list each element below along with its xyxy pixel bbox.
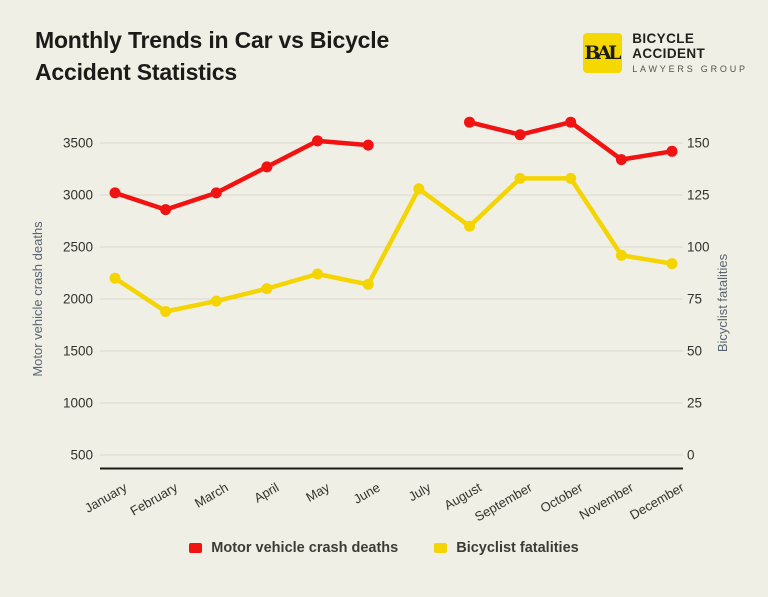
legend-swatch-red bbox=[189, 543, 203, 553]
x-axis-label-april: April bbox=[251, 480, 281, 506]
left-axis-tick-3500: 3500 bbox=[63, 136, 93, 151]
point-motor-vehicle-crash-deaths-september bbox=[514, 129, 526, 141]
right-axis-tick-100: 100 bbox=[687, 240, 710, 255]
logo-name: BICYCLE ACCIDENT bbox=[632, 31, 706, 61]
point-motor-vehicle-crash-deaths-april bbox=[261, 161, 273, 173]
left-axis-title: Motor vehicle crash deaths bbox=[30, 221, 45, 377]
point-bicyclist-fatalities-june bbox=[362, 278, 374, 290]
legend-label-motor-vehicle-crash-deaths: Motor vehicle crash deaths bbox=[211, 540, 399, 556]
point-bicyclist-fatalities-may bbox=[312, 268, 323, 280]
page-title: Monthly Trends in Car vs Bicycle Acciden… bbox=[35, 24, 389, 88]
left-axis-tick-3000: 3000 bbox=[63, 188, 93, 203]
right-axis-tick-150: 150 bbox=[687, 136, 710, 151]
legend-item-motor-vehicle-crash-deaths: Motor vehicle crash deaths bbox=[189, 540, 398, 556]
x-axis-label-june: June bbox=[351, 480, 383, 507]
right-axis-tick-25: 25 bbox=[687, 396, 702, 411]
point-bicyclist-fatalities-february bbox=[160, 306, 172, 317]
left-axis-tick-2500: 2500 bbox=[63, 240, 93, 255]
logo-tagline: LAWYERS GROUP bbox=[632, 64, 748, 74]
point-bicyclist-fatalities-december bbox=[666, 258, 678, 270]
series-line-bicyclist-fatalities bbox=[112, 176, 675, 314]
x-axis-label-december: December bbox=[627, 479, 687, 522]
legend-swatch-yellow bbox=[434, 543, 448, 553]
page-title-line1: Monthly Trends in Car vs Bicycle bbox=[35, 27, 390, 53]
point-bicyclist-fatalities-november bbox=[615, 249, 627, 261]
right-axis-title: Bicyclist fatalities bbox=[715, 253, 730, 352]
right-axis-tick-0: 0 bbox=[687, 448, 695, 463]
point-bicyclist-fatalities-july bbox=[413, 183, 425, 195]
page-title-line2: Accident Statistics bbox=[35, 59, 237, 85]
point-motor-vehicle-crash-deaths-february bbox=[160, 204, 172, 216]
x-axis-label-july: July bbox=[406, 479, 434, 504]
left-axis-tick-1500: 1500 bbox=[63, 344, 93, 359]
point-motor-vehicle-crash-deaths-december bbox=[666, 145, 678, 157]
x-axis-label-february: February bbox=[128, 479, 181, 518]
left-axis-tick-2000: 2000 bbox=[63, 292, 93, 307]
point-motor-vehicle-crash-deaths-november bbox=[615, 154, 627, 166]
x-axis-label-march: March bbox=[192, 480, 231, 511]
point-bicyclist-fatalities-march bbox=[210, 295, 222, 307]
left-axis-tick-1000: 1000 bbox=[63, 396, 93, 411]
series-line-motor-vehicle-crash-deaths bbox=[112, 119, 675, 212]
x-axis-label-november: November bbox=[576, 479, 636, 522]
point-motor-vehicle-crash-deaths-march bbox=[210, 187, 222, 199]
point-bicyclist-fatalities-september bbox=[514, 172, 526, 184]
legend-label-bicyclist-fatalities: Bicyclist fatalities bbox=[456, 540, 579, 556]
point-bicyclist-fatalities-january bbox=[109, 272, 121, 284]
brand-logo: BAL BICYCLE ACCIDENT LAWYERS GROUP bbox=[583, 31, 768, 74]
right-axis-tick-50: 50 bbox=[687, 344, 702, 359]
chart-legend: Motor vehicle crash deaths Bicyclist fat… bbox=[0, 540, 768, 556]
point-bicyclist-fatalities-april bbox=[261, 283, 273, 295]
x-axis-label-january: January bbox=[82, 479, 130, 515]
point-motor-vehicle-crash-deaths-august bbox=[464, 116, 475, 128]
point-bicyclist-fatalities-october bbox=[565, 172, 577, 184]
logo-text: BICYCLE ACCIDENT LAWYERS GROUP bbox=[632, 31, 768, 74]
point-motor-vehicle-crash-deaths-may bbox=[312, 135, 323, 147]
point-bicyclist-fatalities-august bbox=[464, 220, 475, 232]
x-axis-label-september: September bbox=[472, 479, 535, 524]
point-motor-vehicle-crash-deaths-june bbox=[362, 139, 374, 151]
right-axis-tick-75: 75 bbox=[687, 292, 702, 307]
logo-monogram-icon: BAL bbox=[583, 32, 623, 73]
point-motor-vehicle-crash-deaths-january bbox=[109, 187, 121, 199]
left-axis-tick-500: 500 bbox=[70, 448, 93, 463]
legend-item-bicyclist-fatalities: Bicyclist fatalities bbox=[434, 540, 579, 556]
right-axis-tick-125: 125 bbox=[687, 188, 710, 203]
x-axis-label-may: May bbox=[303, 479, 332, 505]
point-motor-vehicle-crash-deaths-october bbox=[565, 116, 577, 128]
